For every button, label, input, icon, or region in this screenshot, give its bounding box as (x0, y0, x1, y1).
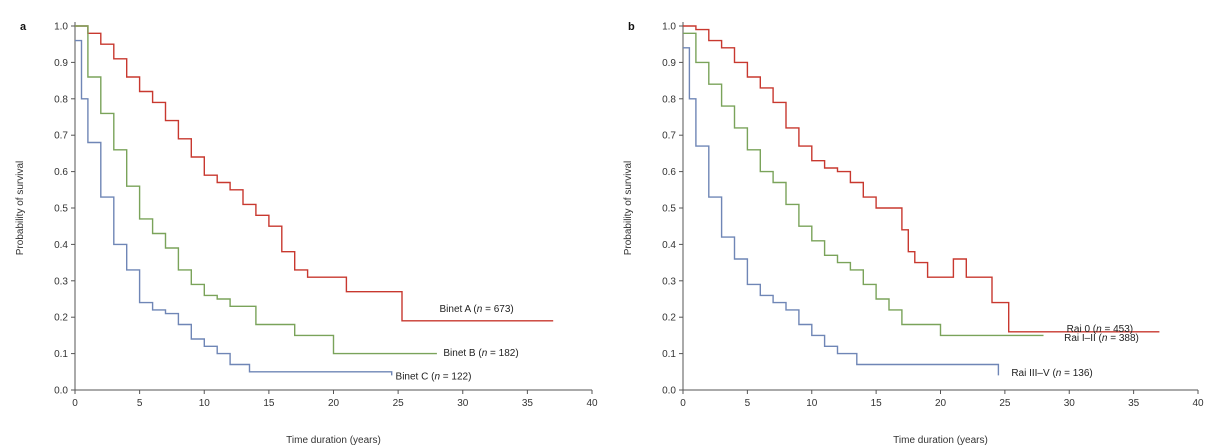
y-tick-label: 0.2 (662, 313, 676, 324)
y-axis-label: Probability of survival (623, 161, 634, 255)
y-tick-label: 0.1 (54, 349, 68, 360)
series-label: Rai 0 (n = 453) (1067, 324, 1133, 335)
y-tick-label: 0.8 (662, 94, 676, 105)
series-line-1 (683, 32, 1044, 337)
series-label-count: = 673) (482, 304, 513, 315)
y-tick-label: 0.5 (662, 204, 676, 215)
x-tick-label: 5 (137, 398, 143, 409)
y-axis-label: Probability of survival (15, 161, 26, 255)
series-label-n: n (434, 371, 440, 382)
x-tick-label: 25 (393, 398, 405, 409)
y-tick-label: 0.3 (662, 276, 676, 287)
series-label-n: n (477, 304, 483, 315)
x-tick-label: 30 (457, 398, 469, 409)
series-label-text: Binet B ( (443, 348, 482, 359)
series-label-text: Rai III–V ( (1011, 368, 1056, 379)
series-label-count: = 136) (1061, 368, 1092, 379)
series-label-count: = 388) (1107, 333, 1138, 344)
y-tick-label: 1.0 (54, 22, 68, 33)
series-label-count: = 122) (440, 371, 471, 382)
y-tick-label: 0.2 (54, 313, 68, 324)
x-tick-label: 10 (199, 398, 211, 409)
x-axis-label: Time duration (years) (893, 435, 988, 446)
series-label-n: n (1056, 368, 1062, 379)
y-tick-label: 0.8 (54, 94, 68, 105)
y-tick-label: 0.1 (662, 349, 676, 360)
x-tick-label: 35 (522, 398, 534, 409)
series-label: Rai III–V (n = 136) (1011, 368, 1092, 379)
y-tick-label: 0.9 (54, 58, 68, 69)
series-label-count: = 453) (1102, 324, 1133, 335)
series-line-2 (683, 47, 1000, 376)
x-tick-label: 20 (935, 398, 947, 409)
series-label-text: Rai 0 ( (1067, 324, 1097, 335)
series-line-0 (683, 25, 1160, 333)
y-tick-label: 0.5 (54, 204, 68, 215)
y-tick-label: 0.6 (54, 167, 68, 178)
series-label-n: n (482, 348, 488, 359)
y-tick-label: 0.9 (662, 58, 676, 69)
y-tick-label: 0.3 (54, 276, 68, 287)
x-tick-label: 40 (586, 398, 598, 409)
series-label: Binet C (n = 122) (396, 371, 472, 382)
chart-panel-a: a 0.0 0.1 0.2 0.3 0.4 0.5 0.6 0.7 0.8 0.9 1.0 0 5 10 15… (15, 21, 598, 446)
y-tick-label: 0.7 (662, 131, 676, 142)
x-tick-label: 0 (72, 398, 78, 409)
series-label-text: Rai I–II ( (1064, 333, 1102, 344)
chart-panel-b: b 0.0 0.1 0.2 0.3 0.4 0.5 0.6 0.7 0.8 0.9 1.0 0 5 10 15… (623, 21, 1204, 446)
x-tick-label: 15 (871, 398, 883, 409)
panel-letter: a (20, 21, 27, 33)
series-label-text: Binet C ( (396, 371, 436, 382)
y-tick-label: 0.4 (662, 240, 676, 251)
x-tick-label: 0 (680, 398, 686, 409)
series-label-n: n (1102, 333, 1108, 344)
x-tick-label: 30 (1064, 398, 1076, 409)
series-line-2 (75, 39, 393, 376)
y-tick-label: 0.7 (54, 131, 68, 142)
series-label: Binet A (n = 673) (439, 304, 513, 315)
x-tick-label: 40 (1192, 398, 1204, 409)
panel-letter: b (628, 21, 635, 33)
y-tick-label: 0.0 (662, 386, 676, 397)
series-line-0 (75, 25, 554, 322)
x-tick-label: 15 (263, 398, 275, 409)
y-tick-label: 0.0 (54, 386, 68, 397)
series-label-text: Binet A ( (439, 304, 477, 315)
y-tick-label: 1.0 (662, 22, 676, 33)
x-tick-label: 5 (745, 398, 751, 409)
series-label-n: n (1096, 324, 1102, 335)
y-tick-label: 0.4 (54, 240, 68, 251)
y-tick-label: 0.6 (662, 167, 676, 178)
series-label: Binet B (n = 182) (443, 348, 518, 359)
x-tick-label: 20 (328, 398, 340, 409)
x-tick-label: 35 (1128, 398, 1140, 409)
x-axis-label: Time duration (years) (286, 435, 381, 446)
x-tick-label: 25 (999, 398, 1011, 409)
series-line-1 (75, 25, 437, 355)
series-label: Rai I–II (n = 388) (1064, 333, 1139, 344)
series-label-count: = 182) (487, 348, 518, 359)
x-tick-label: 10 (806, 398, 818, 409)
